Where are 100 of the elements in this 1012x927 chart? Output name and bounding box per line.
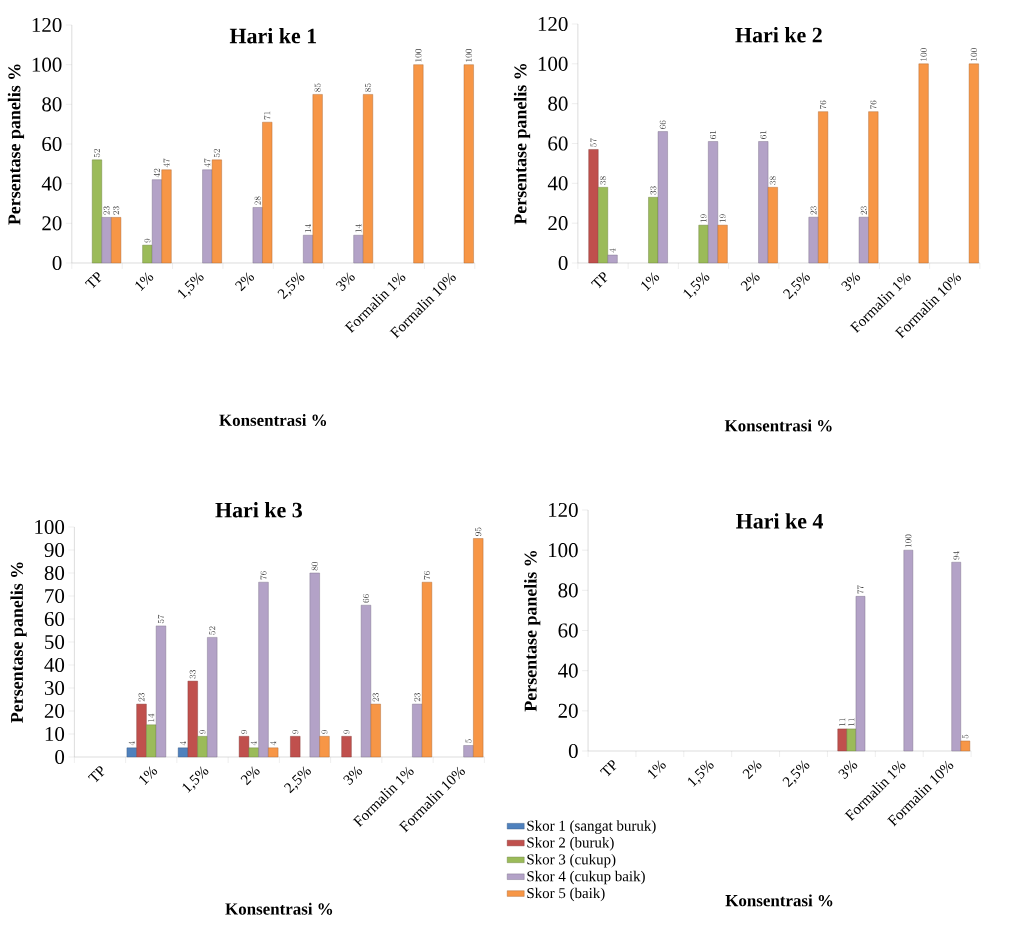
x-tick-label: TP xyxy=(590,272,608,289)
bar xyxy=(238,736,250,758)
x-tick-label: 1% xyxy=(641,272,660,291)
data-label: 80 xyxy=(311,561,318,571)
bar xyxy=(846,728,857,752)
x-tick-label: TP xyxy=(84,272,102,289)
bar xyxy=(252,207,263,264)
data-label: 66 xyxy=(362,594,370,603)
data-label: 76 xyxy=(423,571,431,580)
x-tick-label: 3% xyxy=(841,272,861,292)
y-axis-title: Persentase panelis % xyxy=(10,562,27,723)
bar xyxy=(463,64,474,264)
data-label: 85 xyxy=(314,83,321,92)
bar xyxy=(708,141,719,264)
data-label: 9 xyxy=(343,729,350,734)
data-label: 23 xyxy=(138,693,145,702)
data-label: 23 xyxy=(103,206,110,215)
data-label: 4 xyxy=(270,741,277,746)
y-tick-label: 0 xyxy=(558,255,568,271)
data-label: 4 xyxy=(179,741,186,746)
y-tick-label: 20 xyxy=(42,216,62,231)
bar xyxy=(92,159,102,264)
x-axis-title: Konsentrasi % xyxy=(225,902,333,915)
bar xyxy=(868,111,879,264)
bar xyxy=(197,736,208,758)
bar xyxy=(207,637,218,758)
legend-label: Skor 2 (buruk) xyxy=(527,837,614,851)
y-tick-label: 60 xyxy=(44,611,65,627)
x-axis-title: Konsentrasi % xyxy=(724,419,832,432)
x-tick-label: 1% xyxy=(135,272,154,291)
y-tick-label: 120 xyxy=(32,17,62,33)
bar xyxy=(858,216,869,264)
y-axis-title: Persentase panelis % xyxy=(513,63,531,225)
bar xyxy=(960,740,971,752)
data-label: 14 xyxy=(148,713,155,722)
y-tick-label: 0 xyxy=(55,749,65,765)
y-tick-label: 80 xyxy=(42,97,62,112)
data-label: 100 xyxy=(465,49,472,62)
bar xyxy=(262,121,273,264)
y-tick-label: 90 xyxy=(44,542,65,558)
chart-title: Hari ke 1 xyxy=(229,27,317,44)
bar xyxy=(268,747,279,758)
bar xyxy=(598,187,608,264)
x-tick-label: 3% xyxy=(335,272,355,292)
bar xyxy=(303,235,314,264)
bar xyxy=(309,572,320,758)
data-label: 14 xyxy=(304,224,311,233)
y-tick-label: 120 xyxy=(538,16,568,32)
bar xyxy=(341,736,352,758)
data-label: 23 xyxy=(414,693,421,702)
data-label: 9 xyxy=(199,729,206,734)
bar xyxy=(657,131,668,264)
y-tick-label: 100 xyxy=(35,519,65,535)
bar xyxy=(463,745,474,758)
data-label: 61 xyxy=(760,130,767,139)
data-label: 57 xyxy=(157,614,165,624)
y-tick-label: 60 xyxy=(558,623,578,638)
data-label: 23 xyxy=(810,206,817,215)
bar xyxy=(370,703,381,758)
data-label: 100 xyxy=(920,48,927,61)
data-label: 19 xyxy=(719,214,726,223)
x-tick-label: TP xyxy=(599,760,617,777)
y-tick-label: 30 xyxy=(44,680,65,696)
bar xyxy=(146,724,157,758)
bar xyxy=(412,703,423,758)
x-tick-label: 3% xyxy=(343,766,363,786)
bar xyxy=(968,63,979,264)
bar xyxy=(319,736,330,758)
y-tick-label: 80 xyxy=(44,565,65,581)
data-label: 76 xyxy=(870,100,877,109)
bar xyxy=(211,159,222,264)
data-label: 57 xyxy=(590,138,597,147)
bar xyxy=(136,703,147,758)
bar xyxy=(421,582,433,758)
data-label: 38 xyxy=(769,176,776,185)
bar xyxy=(126,747,137,758)
x-axis-title: Konsentrasi % xyxy=(725,894,833,907)
bar xyxy=(951,562,961,752)
bar xyxy=(918,63,929,264)
data-label: 94 xyxy=(953,551,960,560)
y-tick-label: 40 xyxy=(41,176,62,191)
x-tick-label: 2% xyxy=(240,766,260,786)
bar xyxy=(161,169,172,264)
data-label: 100 xyxy=(970,48,977,61)
data-label: 66 xyxy=(659,120,666,129)
bar xyxy=(818,111,829,264)
y-tick-label: 40 xyxy=(558,663,578,678)
y-tick-label: 60 xyxy=(548,136,568,151)
y-tick-label: 60 xyxy=(42,136,62,152)
bar xyxy=(353,235,364,264)
bar xyxy=(648,197,659,264)
x-tick-label: 1% xyxy=(139,766,158,785)
y-tick-label: 20 xyxy=(548,216,568,231)
data-label: 76 xyxy=(260,571,267,580)
data-label: 52 xyxy=(213,148,220,158)
chart-title: Hari ke 3 xyxy=(215,502,302,518)
legend-label: Skor 4 (cukup baik) xyxy=(527,870,645,885)
data-label: 71 xyxy=(264,111,271,120)
data-label: 5 xyxy=(465,739,472,743)
y-tick-label: 120 xyxy=(549,502,578,518)
